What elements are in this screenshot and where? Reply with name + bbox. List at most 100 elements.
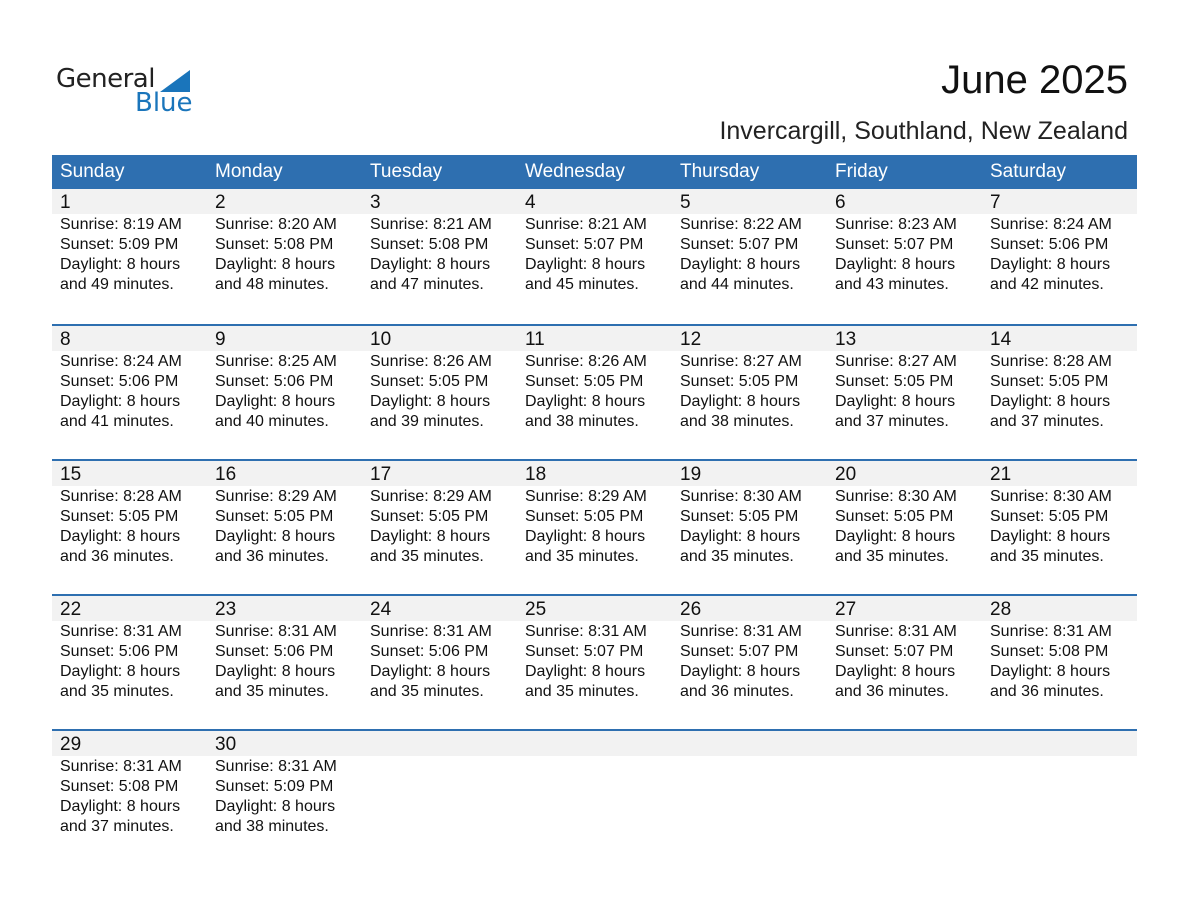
day-cell: 10 Sunrise: 8:26 AM Sunset: 5:05 PM Dayligh… bbox=[362, 326, 517, 459]
sunset-text: Sunset: 5:06 PM bbox=[60, 643, 179, 660]
daylight-text: Daylight: 8 hours bbox=[370, 256, 491, 273]
day-number: 16 bbox=[207, 461, 362, 486]
sunset-text: Sunset: 5:05 PM bbox=[680, 373, 799, 390]
sunrise-text: Sunrise: 8:29 AM bbox=[370, 488, 492, 505]
day-cell: 24 Sunrise: 8:31 AM Sunset: 5:06 PM Dayligh… bbox=[362, 596, 517, 729]
sunset-text: Sunset: 5:05 PM bbox=[990, 373, 1109, 390]
daylight-text: Daylight: 8 hours bbox=[680, 663, 801, 680]
daylight-text: Daylight: 8 hours bbox=[370, 393, 491, 410]
week-row: 8 Sunrise: 8:24 AM Sunset: 5:06 PM Daylight… bbox=[52, 324, 1137, 459]
minutes-text: and 36 minutes. bbox=[680, 683, 794, 700]
sunset-text: Sunset: 5:05 PM bbox=[835, 373, 954, 390]
week-row: 1 Sunrise: 8:19 AM Sunset: 5:09 PM Daylight… bbox=[52, 189, 1137, 324]
minutes-text: and 38 minutes. bbox=[680, 413, 794, 430]
day-number: 11 bbox=[517, 326, 672, 351]
minutes-text: and 38 minutes. bbox=[525, 413, 639, 430]
day-number: 22 bbox=[52, 596, 207, 621]
empty-date-strip bbox=[362, 731, 517, 756]
minutes-text: and 45 minutes. bbox=[525, 276, 639, 293]
day-number: 4 bbox=[517, 189, 672, 214]
weekday-friday: Friday bbox=[835, 161, 888, 182]
week-row: 22 Sunrise: 8:31 AM Sunset: 5:06 PM Dayligh… bbox=[52, 594, 1137, 729]
sunset-text: Sunset: 5:07 PM bbox=[525, 643, 644, 660]
day-cell: 28 Sunrise: 8:31 AM Sunset: 5:08 PM Dayligh… bbox=[982, 596, 1137, 729]
sunrise-text: Sunrise: 8:31 AM bbox=[60, 758, 182, 775]
daylight-text: Daylight: 8 hours bbox=[990, 528, 1111, 545]
daylight-text: Daylight: 8 hours bbox=[370, 528, 491, 545]
minutes-text: and 42 minutes. bbox=[990, 276, 1104, 293]
day-cell: 18 Sunrise: 8:29 AM Sunset: 5:05 PM Dayligh… bbox=[517, 461, 672, 594]
day-number: 29 bbox=[52, 731, 207, 756]
sunset-text: Sunset: 5:09 PM bbox=[60, 236, 179, 253]
daylight-text: Daylight: 8 hours bbox=[60, 663, 181, 680]
sunset-text: Sunset: 5:06 PM bbox=[990, 236, 1109, 253]
sunset-text: Sunset: 5:09 PM bbox=[215, 778, 334, 795]
sunrise-text: Sunrise: 8:21 AM bbox=[525, 216, 647, 233]
weekday-wednesday: Wednesday bbox=[525, 161, 625, 182]
day-cell: 15 Sunrise: 8:28 AM Sunset: 5:05 PM Dayligh… bbox=[52, 461, 207, 594]
day-cell: 21 Sunrise: 8:30 AM Sunset: 5:05 PM Dayligh… bbox=[982, 461, 1137, 594]
sunset-text: Sunset: 5:08 PM bbox=[990, 643, 1109, 660]
minutes-text: and 35 minutes. bbox=[525, 548, 639, 565]
sunrise-text: Sunrise: 8:23 AM bbox=[835, 216, 957, 233]
daylight-text: Daylight: 8 hours bbox=[525, 663, 646, 680]
minutes-text: and 37 minutes. bbox=[835, 413, 949, 430]
weekday-tuesday: Tuesday bbox=[370, 161, 443, 182]
daylight-text: Daylight: 8 hours bbox=[60, 256, 181, 273]
minutes-text: and 37 minutes. bbox=[60, 818, 174, 835]
minutes-text: and 47 minutes. bbox=[370, 276, 484, 293]
sunrise-text: Sunrise: 8:21 AM bbox=[370, 216, 492, 233]
sunrise-text: Sunrise: 8:31 AM bbox=[215, 758, 337, 775]
empty-cell bbox=[982, 731, 1137, 864]
location-subtitle: Invercargill, Southland, New Zealand bbox=[719, 117, 1128, 145]
daylight-text: Daylight: 8 hours bbox=[370, 663, 491, 680]
sunrise-text: Sunrise: 8:31 AM bbox=[525, 623, 647, 640]
day-cell: 3 Sunrise: 8:21 AM Sunset: 5:08 PM Daylight… bbox=[362, 189, 517, 324]
day-cell: 8 Sunrise: 8:24 AM Sunset: 5:06 PM Daylight… bbox=[52, 326, 207, 459]
day-cell: 4 Sunrise: 8:21 AM Sunset: 5:07 PM Daylight… bbox=[517, 189, 672, 324]
day-cell: 23 Sunrise: 8:31 AM Sunset: 5:06 PM Dayligh… bbox=[207, 596, 362, 729]
day-number: 21 bbox=[982, 461, 1137, 486]
daylight-text: Daylight: 8 hours bbox=[525, 528, 646, 545]
sunrise-text: Sunrise: 8:31 AM bbox=[370, 623, 492, 640]
day-number: 14 bbox=[982, 326, 1137, 351]
day-number: 23 bbox=[207, 596, 362, 621]
sunset-text: Sunset: 5:05 PM bbox=[370, 508, 489, 525]
sunrise-text: Sunrise: 8:27 AM bbox=[680, 353, 802, 370]
sunset-text: Sunset: 5:08 PM bbox=[60, 778, 179, 795]
minutes-text: and 43 minutes. bbox=[835, 276, 949, 293]
sunrise-text: Sunrise: 8:25 AM bbox=[215, 353, 337, 370]
sunset-text: Sunset: 5:05 PM bbox=[835, 508, 954, 525]
sunrise-text: Sunrise: 8:28 AM bbox=[60, 488, 182, 505]
daylight-text: Daylight: 8 hours bbox=[525, 256, 646, 273]
sunrise-text: Sunrise: 8:31 AM bbox=[60, 623, 182, 640]
day-cell: 16 Sunrise: 8:29 AM Sunset: 5:05 PM Dayligh… bbox=[207, 461, 362, 594]
minutes-text: and 49 minutes. bbox=[60, 276, 174, 293]
day-cell: 19 Sunrise: 8:30 AM Sunset: 5:05 PM Dayligh… bbox=[672, 461, 827, 594]
day-number: 13 bbox=[827, 326, 982, 351]
week-row: 29 Sunrise: 8:31 AM Sunset: 5:08 PM Dayligh… bbox=[52, 729, 1137, 864]
sunrise-text: Sunrise: 8:22 AM bbox=[680, 216, 802, 233]
empty-cell bbox=[827, 731, 982, 864]
sunset-text: Sunset: 5:06 PM bbox=[370, 643, 489, 660]
sunset-text: Sunset: 5:05 PM bbox=[680, 508, 799, 525]
daylight-text: Daylight: 8 hours bbox=[60, 798, 181, 815]
logo-text-general: General bbox=[56, 64, 155, 94]
sunrise-text: Sunrise: 8:26 AM bbox=[370, 353, 492, 370]
day-number: 17 bbox=[362, 461, 517, 486]
minutes-text: and 39 minutes. bbox=[370, 413, 484, 430]
sunset-text: Sunset: 5:06 PM bbox=[215, 373, 334, 390]
day-number: 27 bbox=[827, 596, 982, 621]
minutes-text: and 41 minutes. bbox=[60, 413, 174, 430]
empty-cell bbox=[517, 731, 672, 864]
minutes-text: and 36 minutes. bbox=[215, 548, 329, 565]
sunset-text: Sunset: 5:08 PM bbox=[370, 236, 489, 253]
sunset-text: Sunset: 5:08 PM bbox=[215, 236, 334, 253]
logo-text-blue: Blue bbox=[135, 88, 193, 118]
day-cell: 12 Sunrise: 8:27 AM Sunset: 5:05 PM Dayligh… bbox=[672, 326, 827, 459]
day-number: 20 bbox=[827, 461, 982, 486]
day-cell: 2 Sunrise: 8:20 AM Sunset: 5:08 PM Daylight… bbox=[207, 189, 362, 324]
calendar-grid: Sunday Monday Tuesday Wednesday Thursday Frid… bbox=[52, 155, 1137, 864]
empty-cell bbox=[362, 731, 517, 864]
